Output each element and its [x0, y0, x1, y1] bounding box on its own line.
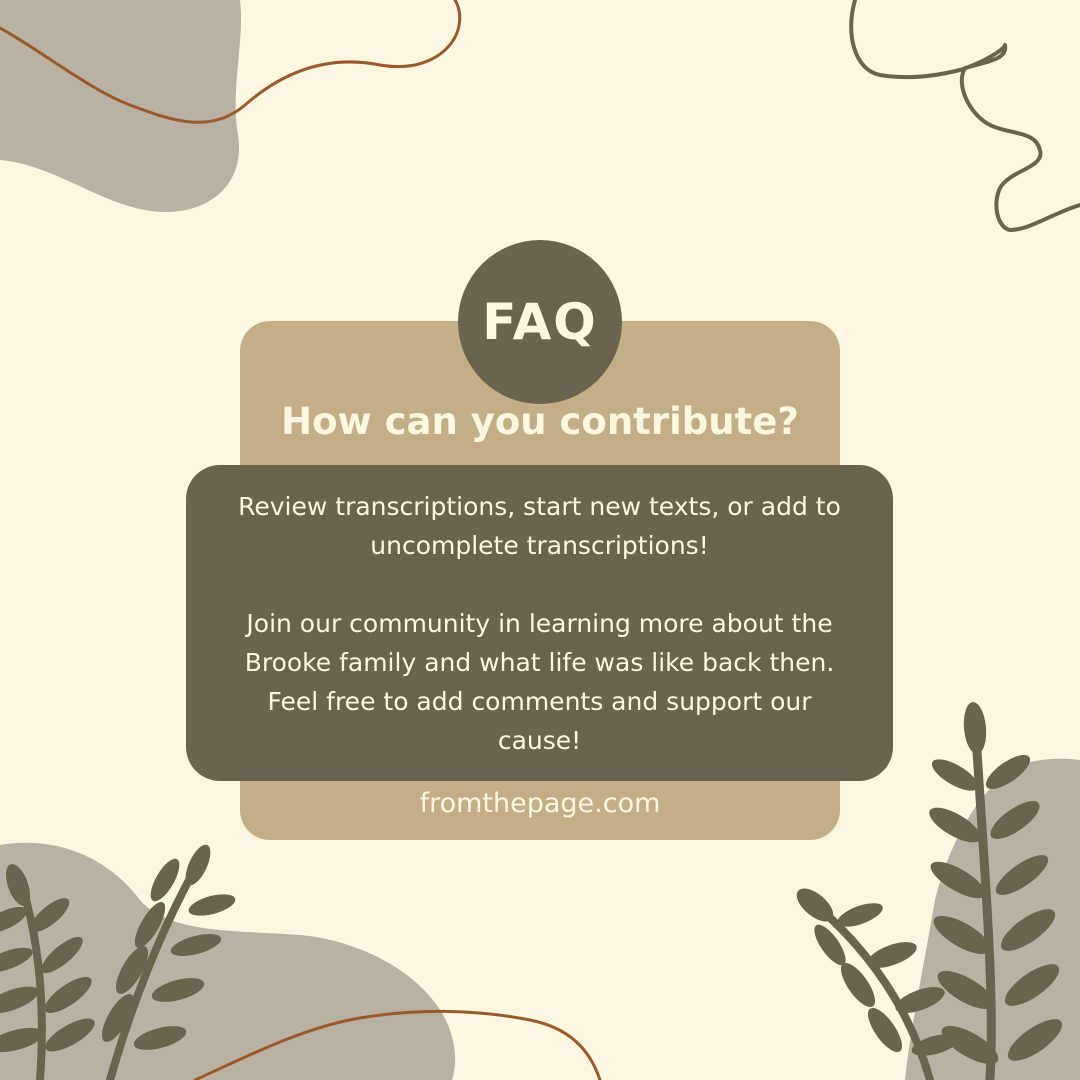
top-left-blob: [0, 0, 242, 213]
faq-title: FAQ: [482, 293, 598, 351]
fern-leaf-icon: [796, 888, 959, 1080]
bottom-rust-line: [193, 1009, 602, 1080]
squiggle-line-icon: [849, 0, 1080, 232]
fern-leaf-icon: [929, 702, 1063, 1080]
fern-leaf-icon: [0, 864, 95, 1080]
answer-paragraph-2: Join our community in learning more abou…: [244, 608, 835, 755]
answer-panel: Review transcriptions, start new texts, …: [186, 465, 893, 781]
bottom-right-blob: [905, 758, 1080, 1080]
faq-badge: FAQ: [458, 240, 622, 404]
website-link[interactable]: fromthepage.com: [419, 788, 661, 819]
answer-paragraph-1: Review transcriptions, start new texts, …: [238, 491, 841, 560]
top-left-rust-line: [0, 0, 462, 124]
question-heading: How can you contribute?: [281, 400, 799, 443]
fern-leaf-icon: [101, 844, 236, 1080]
